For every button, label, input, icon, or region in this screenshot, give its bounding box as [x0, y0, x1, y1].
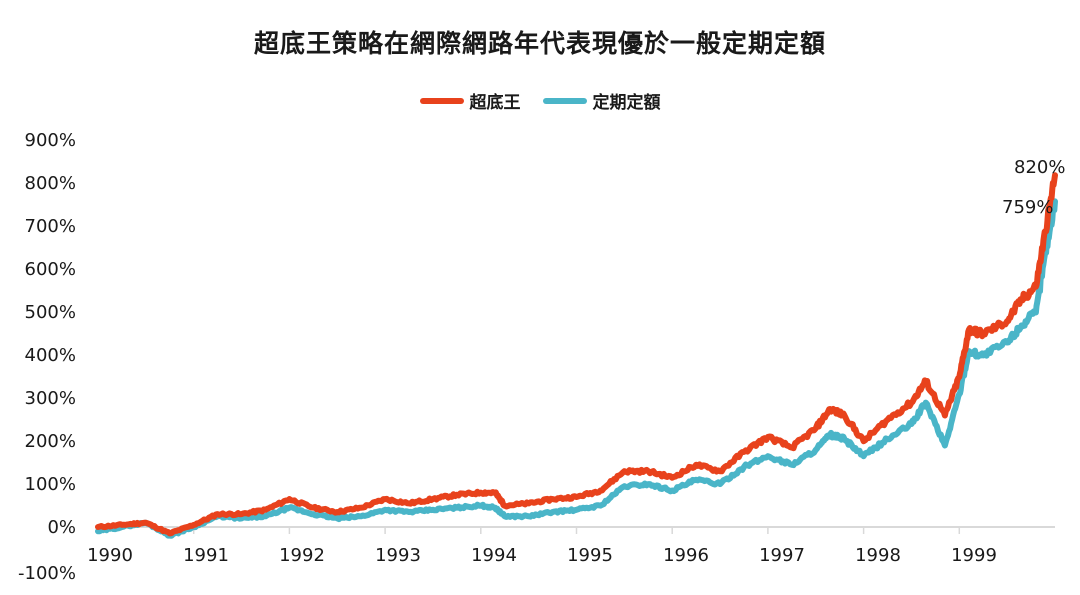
series-line-definite	[95, 198, 1058, 539]
y-tick: 900%	[24, 130, 76, 151]
x-tick: 1997	[759, 545, 805, 566]
x-tick: 1994	[471, 545, 517, 566]
legend-swatch-series2	[542, 97, 587, 104]
x-axis-ticks	[192, 527, 961, 534]
end-label-series2: 759%	[1002, 197, 1054, 218]
y-tick: 500%	[24, 302, 76, 323]
y-tick: 300%	[24, 388, 76, 409]
x-tick: 1999	[951, 545, 997, 566]
legend-label-series1: 超底王	[469, 93, 521, 113]
legend-label-series2: 定期定額	[592, 93, 661, 113]
x-tick: 1998	[855, 545, 901, 566]
x-tick: 1991	[183, 545, 229, 566]
chart-title: 超底王策略在網際網路年代表現優於一般定期定額	[253, 29, 826, 58]
legend-item-series2: 定期定額	[542, 88, 661, 113]
y-tick: 100%	[24, 474, 76, 495]
x-tick: 1996	[663, 545, 709, 566]
legend-swatch-series1	[419, 97, 464, 104]
x-tick: 1995	[567, 545, 613, 566]
y-tick: 600%	[24, 259, 76, 280]
x-tick: 1993	[375, 545, 421, 566]
y-tick: 200%	[24, 431, 76, 452]
x-tick: 1992	[279, 545, 325, 566]
series-line-chaodiwang	[95, 172, 1058, 537]
y-tick: 400%	[24, 345, 76, 366]
y-tick: 0%	[47, 517, 76, 538]
y-tick: 800%	[24, 173, 76, 194]
legend: 超底王 定期定額	[0, 88, 1080, 113]
legend-item-series1: 超底王	[419, 88, 521, 113]
end-label-series1: 820%	[1014, 157, 1066, 178]
x-tick: 1990	[87, 545, 133, 566]
y-tick: 700%	[24, 216, 76, 237]
y-tick: -100%	[18, 563, 76, 584]
